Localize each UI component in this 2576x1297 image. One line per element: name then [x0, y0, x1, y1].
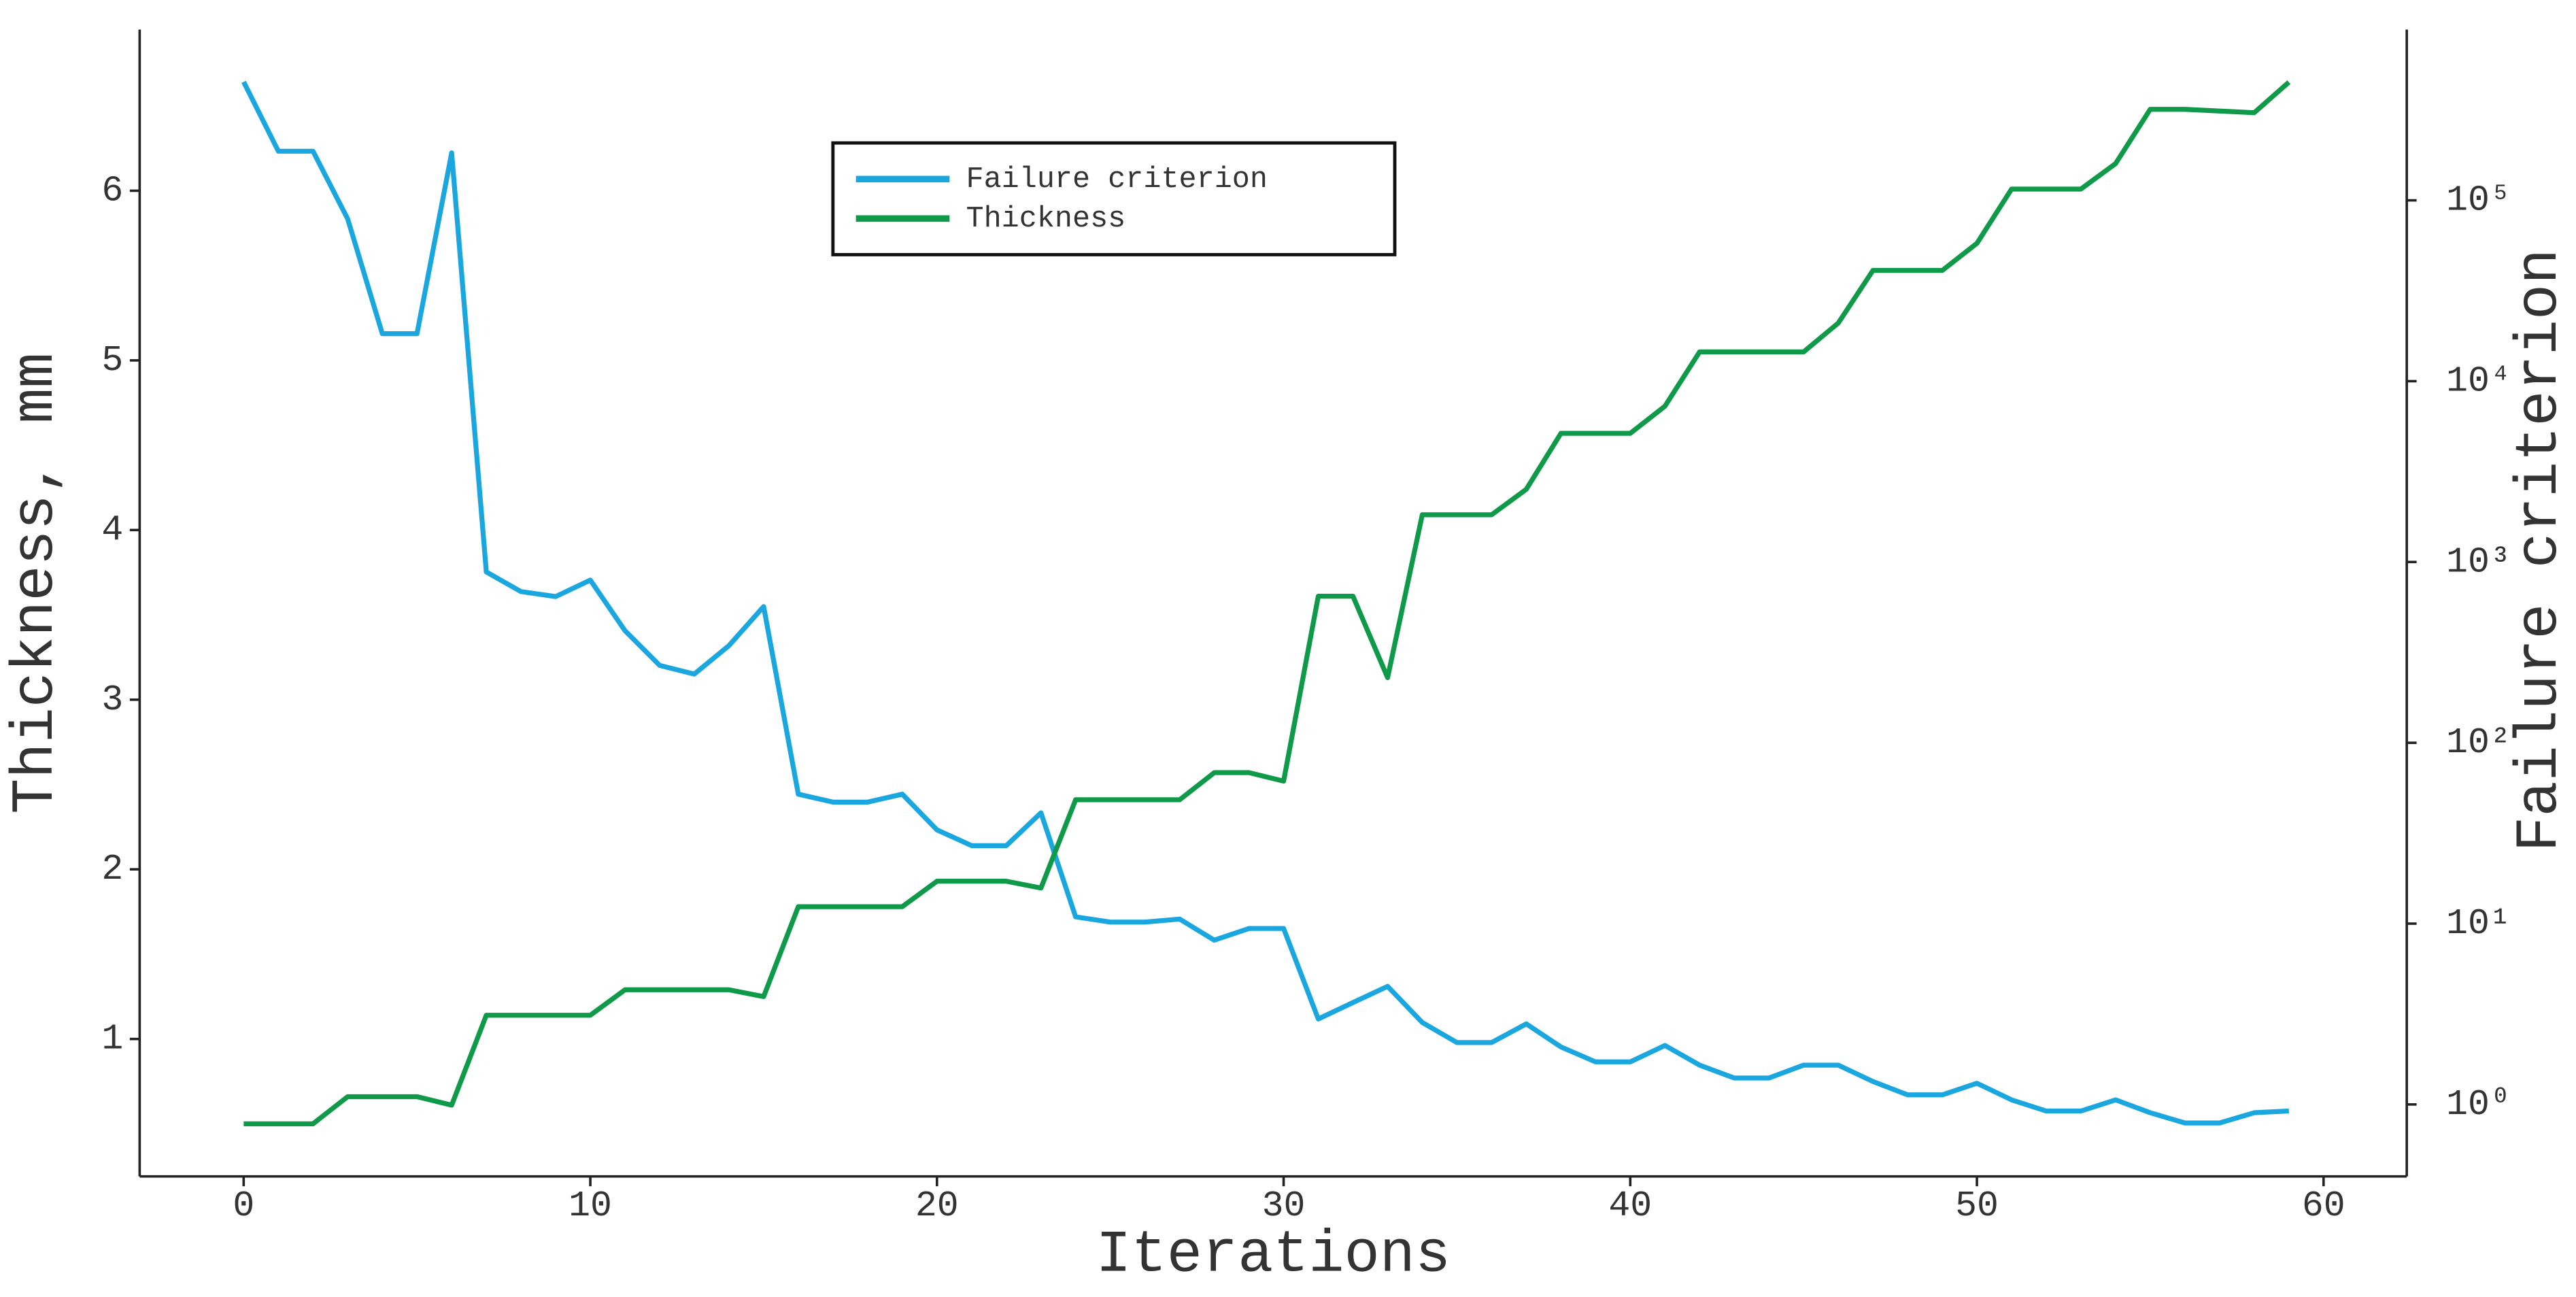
x-tick-label: 10 [569, 1185, 612, 1226]
y-tick-label: 5 [101, 340, 123, 381]
x-tick-label: 30 [1262, 1185, 1306, 1226]
y-tick-label: 2 [101, 849, 123, 890]
y2-tick-label: 10² [2446, 722, 2511, 763]
y-axis-title: Thickness, mm [3, 352, 70, 813]
y-tick-label: 6 [101, 170, 123, 211]
x-axis-title: Iterations [1096, 1223, 1451, 1290]
x-tick-label: 60 [2302, 1185, 2345, 1226]
y-tick-label: 3 [101, 679, 123, 720]
x-tick-label: 40 [1608, 1185, 1652, 1226]
y-tick-label: 1 [101, 1019, 123, 1060]
x-tick-label: 50 [1955, 1185, 1999, 1226]
x-tick-label: 20 [915, 1185, 959, 1226]
y2-tick-label: 10⁰ [2446, 1084, 2511, 1125]
legend-label: Thickness [966, 203, 1126, 236]
series-line [241, 80, 2290, 1126]
y2-tick-label: 10³ [2446, 541, 2511, 582]
x-tick-label: 0 [233, 1185, 254, 1226]
series-line [243, 80, 2291, 1126]
y2-tick-label: 10⁴ [2446, 360, 2511, 401]
legend-label: Failure criterion [966, 163, 1268, 197]
y2-tick-label: 10¹ [2446, 903, 2511, 944]
y-tick-label: 4 [101, 509, 123, 550]
y2-tick-label: 10⁵ [2446, 180, 2511, 221]
legend-box [831, 141, 1397, 256]
y2-axis-title: Failure criterion [2507, 249, 2574, 852]
